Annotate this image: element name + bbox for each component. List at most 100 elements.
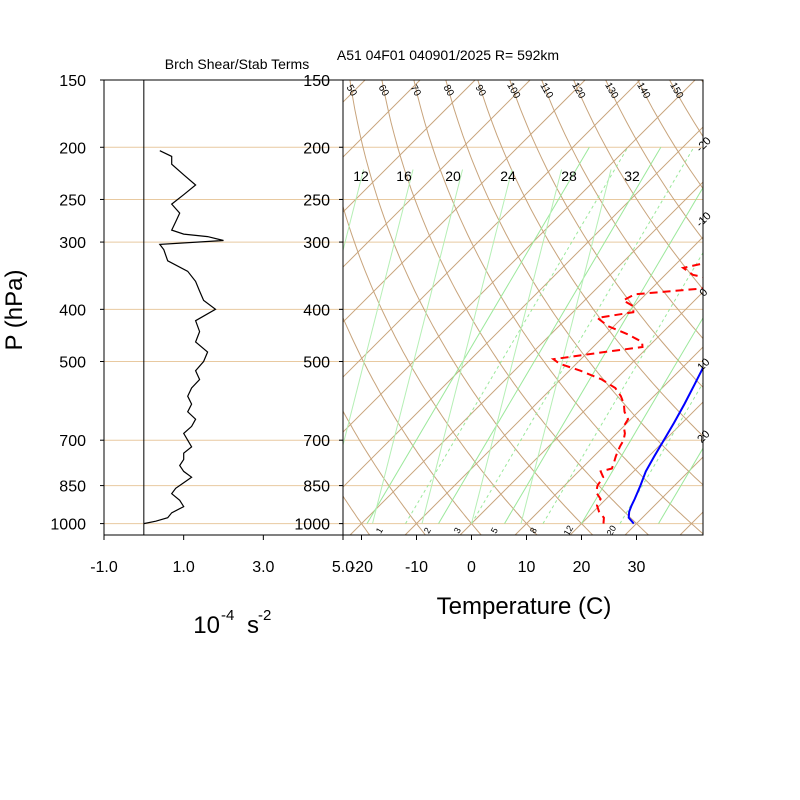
dry-adiabat-labels: 50 60 70 80 90 100 110 120 130 140 150 (344, 81, 686, 101)
dry-adiabat (343, 204, 538, 535)
mixing-ratio-lower-label: 5 (489, 526, 500, 535)
mixing-ratio-lower-label: 20 (605, 524, 619, 538)
skewt-y-tick-label: 300 (303, 235, 330, 252)
left-x-tick-label: -1.0 (90, 559, 118, 576)
isotherm (343, 80, 531, 268)
dry-adiabat-lines (155, 80, 800, 535)
skewt-x-tick-labels: -20 -10 0 10 20 30 (350, 535, 646, 576)
isotherm-side-label: 10 (695, 356, 712, 373)
dry-adiabat-label: 150 (667, 81, 685, 101)
skewt-x-tick-label: -20 (350, 559, 373, 576)
skewt-y-tick-label: 500 (303, 355, 330, 372)
dry-adiabat-label: 60 (376, 83, 391, 99)
left-x-tick-label: 3.0 (252, 559, 274, 576)
dewpoint-profile-line (550, 262, 703, 524)
mixing-ratio-lines (343, 147, 703, 524)
isotherm (624, 456, 703, 535)
skewt-y-tick-label: 150 (303, 73, 330, 90)
dry-adiabat (766, 80, 800, 535)
dry-adiabat-label: 110 (537, 81, 555, 101)
mixing-ratio-line (658, 447, 703, 524)
moist-adiabat (372, 169, 464, 524)
isotherm (0, 80, 310, 535)
skewt-y-tick-label: 850 (303, 479, 330, 496)
dry-adiabat-label: 100 (504, 81, 522, 101)
mixing-ratio-label: 28 (561, 168, 577, 184)
dry-adiabat (734, 80, 800, 535)
skewt-x-axis-label: Temperature (C) (437, 593, 612, 620)
left-y-tick-label: 150 (59, 73, 86, 90)
skewt-y-tick-label: 700 (303, 433, 330, 450)
isotherm (343, 80, 586, 323)
skewt-title: A51 04F01 040901/2025 R= 592km (337, 47, 559, 63)
dry-adiabat (343, 495, 371, 535)
shear-stab-panel: Brch Shear/Stab Terms 150 200 250 300 400 500… (1, 56, 354, 639)
dry-adiabat-label: 50 (344, 83, 359, 99)
skewt-y-tick-label: 400 (303, 302, 330, 319)
dry-adiabat (701, 80, 703, 84)
dry-adiabat-label: 130 (602, 81, 620, 101)
mixing-ratio-line (542, 251, 703, 524)
mixing-ratio-line (504, 186, 703, 524)
shear-stab-series-line (143, 150, 224, 525)
x-axis-label-unit-exponent: -2 (258, 607, 271, 624)
skewt-y-tick-label: 1000 (294, 517, 330, 534)
mixing-ratio-label: 24 (500, 168, 516, 184)
mixing-ratio-line (438, 147, 662, 524)
isotherm (349, 181, 703, 535)
temperature-profile-line (627, 365, 703, 525)
dry-adiabat (349, 80, 594, 535)
skewt-y-tick-labels: 150 200 250 300 400 500 700 850 1000 (294, 73, 343, 534)
skewt-plot-area: 12 16 20 24 28 321 2 3 5 8 12 20 50 60 70 80 90 100 110 12… (0, 80, 800, 538)
isotherm (0, 80, 255, 535)
isotherm-side-label: -10 (694, 210, 714, 230)
left-y-tick-labels: 150 200 250 300 400 500 700 850 1000 (50, 73, 104, 534)
dry-adiabat-label: 80 (441, 83, 456, 99)
isotherm (343, 80, 421, 158)
moist-adiabat (343, 169, 414, 447)
mixing-ratio-lower-label: 2 (422, 526, 433, 535)
left-y-tick-label: 500 (59, 355, 86, 372)
dry-adiabat (155, 80, 258, 535)
dry-adiabat (189, 80, 314, 535)
dry-adiabat (445, 80, 703, 486)
mixing-ratio-line (366, 147, 590, 524)
skewt-plot-frame (342, 79, 704, 536)
dry-adiabat (343, 316, 482, 535)
left-x-tick-label: 1.0 (173, 559, 195, 576)
mixing-ratio-label: 12 (353, 168, 369, 184)
mixing-ratio-lower-label: 1 (374, 526, 385, 535)
skewt-panel: A51 04F01 040901/2025 R= 592km 12 16 20 24 2… (0, 47, 800, 620)
x-axis-label-base: 10 (193, 612, 220, 639)
left-chart-title: Brch Shear/Stab Terms (165, 56, 309, 72)
dry-adiabat (413, 80, 703, 535)
isotherm (343, 80, 476, 213)
left-y-tick-label: 1000 (50, 517, 86, 534)
skewt-y-tick-label: 250 (303, 192, 330, 209)
left-y-tick-label: 300 (59, 235, 86, 252)
isotherm (404, 236, 703, 535)
mixing-ratio-line (619, 382, 703, 524)
skewt-y-tick-label: 200 (303, 140, 330, 157)
left-x-tick-labels: -1.0 1.0 3.0 5.0 (90, 535, 354, 576)
dry-adiabat (381, 80, 649, 535)
mixing-ratio-lower-label: 3 (452, 526, 463, 535)
isotherm (459, 291, 703, 535)
dry-adiabat (637, 80, 703, 190)
y-axis-label: P (hPa) (1, 270, 28, 351)
mixing-ratio-line (581, 316, 703, 524)
mixing-ratio-labels: 12 16 20 24 28 321 2 3 5 8 12 20 (353, 168, 640, 538)
dry-adiabat-label: 70 (408, 83, 423, 99)
dry-adiabat (509, 80, 703, 388)
x-axis-label-unit: s (247, 612, 259, 639)
left-x-tick-label: 5.0 (332, 559, 354, 576)
dry-adiabat-label: 140 (634, 81, 652, 101)
mixing-ratio-line (405, 147, 629, 524)
skewt-x-tick-label: 30 (628, 559, 646, 576)
mixing-ratio-lower-label: 8 (528, 526, 539, 535)
moist-adiabat (421, 169, 513, 524)
isotherm (569, 401, 703, 535)
left-y-tick-label: 850 (59, 479, 86, 496)
